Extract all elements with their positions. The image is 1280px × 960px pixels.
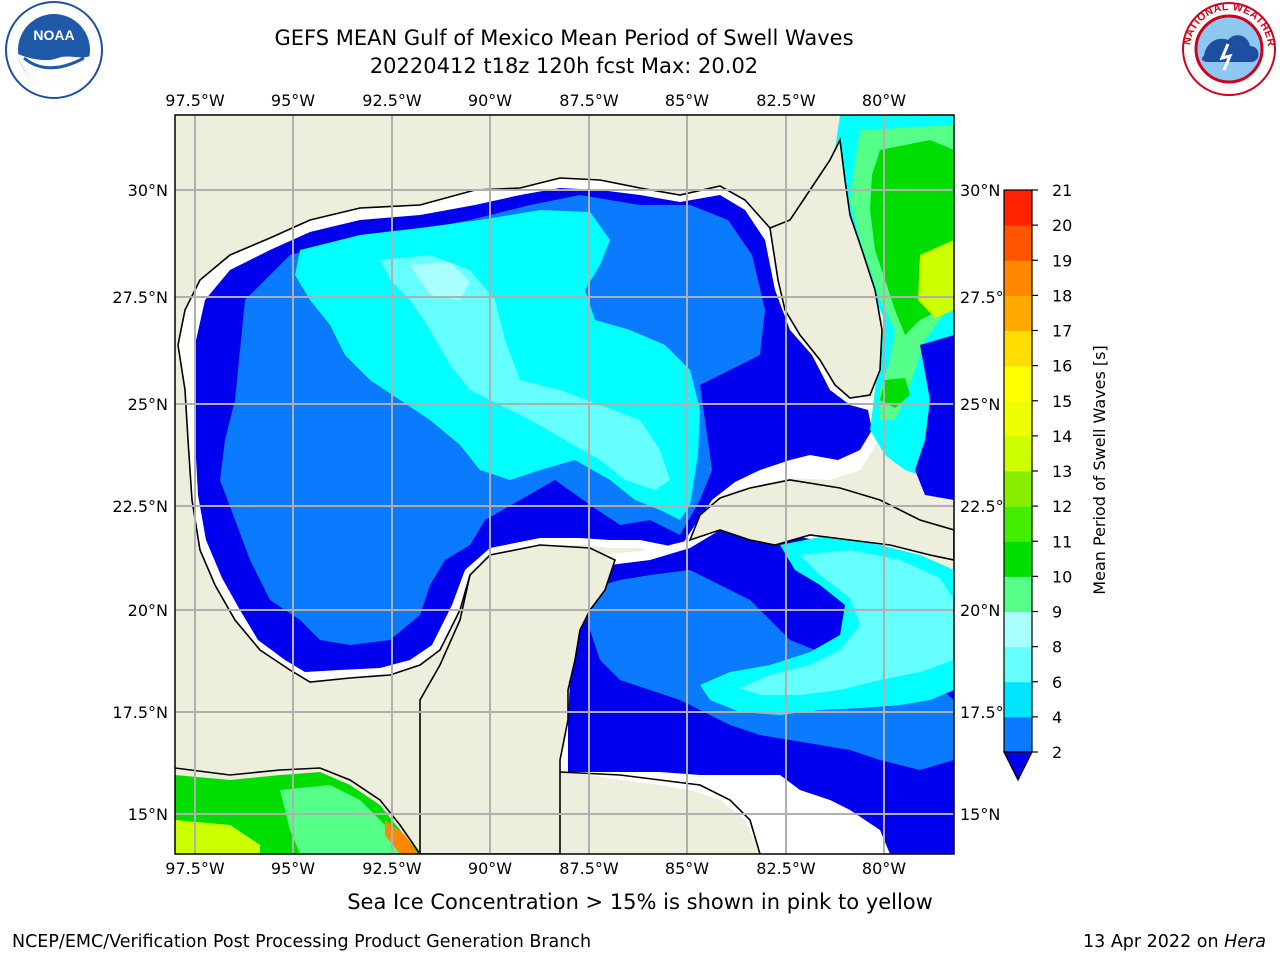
colorbar-segment: [1004, 681, 1032, 718]
colorbar-tick-label: 11: [1052, 532, 1072, 551]
colorbar-segment: [1004, 225, 1032, 261]
caribbean-water-light-cyan: [740, 550, 954, 695]
x-tick-label-bottom: 95°W: [271, 859, 315, 878]
y-tick-label-left: 20°N: [128, 601, 168, 620]
colorbar-tick-label: 19: [1052, 251, 1072, 270]
nws-logo: NATIONAL WEATHER SERVICE: [1178, 0, 1277, 96]
colorbar-segment: [1004, 365, 1032, 402]
colorbar-tick-label: 17: [1052, 322, 1072, 341]
x-tick-labels-bottom: 97.5°W 95°W 92.5°W 90°W 87.5°W 85°W 82.5°W 80°W: [165, 859, 906, 878]
x-tick-label-top: 87.5°W: [559, 91, 619, 110]
x-tick-label-top: 80°W: [862, 91, 906, 110]
x-tick-label-top: 95°W: [271, 91, 315, 110]
y-tick-label-right: 30°N: [960, 181, 1000, 200]
noaa-logo-text: NOAA: [33, 27, 74, 43]
colorbar-segment: [1004, 471, 1032, 507]
colorbar-tick-label: 12: [1052, 497, 1072, 516]
y-tick-label-right: 25°N: [960, 395, 1000, 414]
y-tick-label-right: 22.5°N: [960, 497, 1016, 516]
map-area: [175, 115, 954, 854]
colorbar-extend-arrow: [1003, 751, 1033, 782]
colorbar-tick-label: 15: [1052, 392, 1072, 411]
footer-date-text: 13 Apr 2022 on: [1083, 932, 1225, 952]
colorbar-tick-label: 4: [1052, 708, 1062, 727]
colorbar-label: Mean Period of Swell Waves [s]: [1090, 345, 1109, 594]
x-tick-label-bottom: 90°W: [468, 859, 512, 878]
x-tick-label-bottom: 82.5°W: [756, 859, 816, 878]
y-tick-label-left: 27.5°N: [112, 288, 168, 307]
chart-title: GEFS MEAN Gulf of Mexico Mean Period of …: [274, 26, 854, 50]
pacific-water-light-green: [280, 785, 400, 854]
y-tick-label-right: 17.5°N: [960, 703, 1016, 722]
mexico-coast-line: [177, 344, 471, 683]
footer-credit: NCEP/EMC/Verification Post Processing Pr…: [12, 932, 592, 952]
gulf-water-light-cyan: [380, 255, 670, 490]
colorbar-segment: [1004, 400, 1032, 437]
y-tick-label-left: 22.5°N: [112, 497, 168, 516]
colorbar-segment: [1004, 190, 1032, 226]
noaa-logo: NOAA: [5, 1, 103, 99]
yucatan-land: [419, 544, 616, 854]
colorbar-segment: [1004, 646, 1032, 683]
colorbar-tick-label: 13: [1052, 462, 1072, 481]
footer-date: 13 Apr 2022 on Hera: [1083, 932, 1266, 952]
y-tick-labels-right: 30°N 27.5°N 25°N 22.5°N 20°N 17.5°N 15°N: [960, 181, 1016, 824]
footer-host: Hera: [1224, 932, 1266, 952]
colorbar-tick-label: 9: [1052, 603, 1062, 622]
x-tick-label-top: 97.5°W: [165, 91, 225, 110]
colorbar-tick-label: 8: [1052, 638, 1062, 657]
colorbar-segment: [1004, 506, 1032, 542]
colorbar-segment: [1004, 541, 1032, 577]
colorbar-tick-label: 21: [1052, 181, 1072, 200]
ice-note: Sea Ice Concentration > 15% is shown in …: [0, 890, 1280, 914]
x-tick-label-bottom: 97.5°W: [165, 859, 225, 878]
cuba-land: [688, 479, 954, 561]
central-america-coast-line: [175, 767, 761, 854]
atlantic-water-yellow-green: [918, 240, 954, 318]
colorbar-segment: [1004, 295, 1032, 331]
colorbar-segment: [1004, 716, 1032, 753]
colorbar-tick-label: 10: [1052, 567, 1072, 586]
ice-note-text: Sea Ice Concentration > 15% is shown in …: [347, 890, 933, 914]
gulf-water-pale-cyan: [410, 262, 470, 300]
x-tick-label-bottom: 92.5°W: [362, 859, 422, 878]
y-tick-label-right: 20°N: [960, 601, 1000, 620]
colorbar-tick-label: 16: [1052, 357, 1072, 376]
x-tick-label-bottom: 85°W: [665, 859, 709, 878]
colorbar-tick-label: 18: [1052, 286, 1072, 305]
y-tick-label-left: 30°N: [128, 181, 168, 200]
colorbar-segment: [1004, 330, 1032, 367]
map-frame: [174, 114, 955, 855]
x-tick-label-bottom: 87.5°W: [559, 859, 619, 878]
colorbar: 2 4 6 8 9 10 11 12 13 14 15 16 17 18 19 20 21: [1003, 181, 1072, 782]
x-tick-label-top: 82.5°W: [756, 91, 816, 110]
colorbar-tick-label: 6: [1052, 673, 1062, 692]
chart-subtitle: 20220412 t18z 120h fcst Max: 20.02: [369, 54, 759, 78]
atlantic-water-blue: [915, 335, 954, 500]
colorbar-segment: [1004, 576, 1032, 612]
atlantic-water-green-spot: [880, 378, 910, 408]
y-tick-label-left: 17.5°N: [112, 703, 168, 722]
colorbar-tick-label: 20: [1052, 216, 1072, 235]
colorbar-segment: [1004, 435, 1032, 472]
graticule: [175, 115, 954, 854]
y-tick-label-right: 15°N: [960, 805, 1000, 824]
pacific-water-orange: [385, 820, 418, 854]
x-tick-label-top: 85°W: [665, 91, 709, 110]
y-tick-label-left: 15°N: [128, 805, 168, 824]
colorbar-segment: [1004, 611, 1032, 648]
y-tick-labels-left: 30°N 27.5°N 25°N 22.5°N 20°N 17.5°N 15°N: [112, 181, 168, 824]
colorbar-tick-label: 14: [1052, 427, 1072, 446]
y-tick-label-right: 27.5°N: [960, 288, 1016, 307]
colorbar-tick-label: 2: [1052, 743, 1062, 762]
x-tick-label-bottom: 80°W: [862, 859, 906, 878]
x-tick-label-top: 90°W: [468, 91, 512, 110]
colorbar-segment: [1004, 260, 1032, 296]
x-tick-label-top: 92.5°W: [362, 91, 422, 110]
y-tick-label-left: 25°N: [128, 395, 168, 414]
florida-land: [769, 137, 883, 399]
x-tick-labels-top: 97.5°W 95°W 92.5°W 90°W 87.5°W 85°W 82.5°W 80°W: [165, 91, 906, 110]
pacific-water-yellow: [175, 820, 260, 854]
